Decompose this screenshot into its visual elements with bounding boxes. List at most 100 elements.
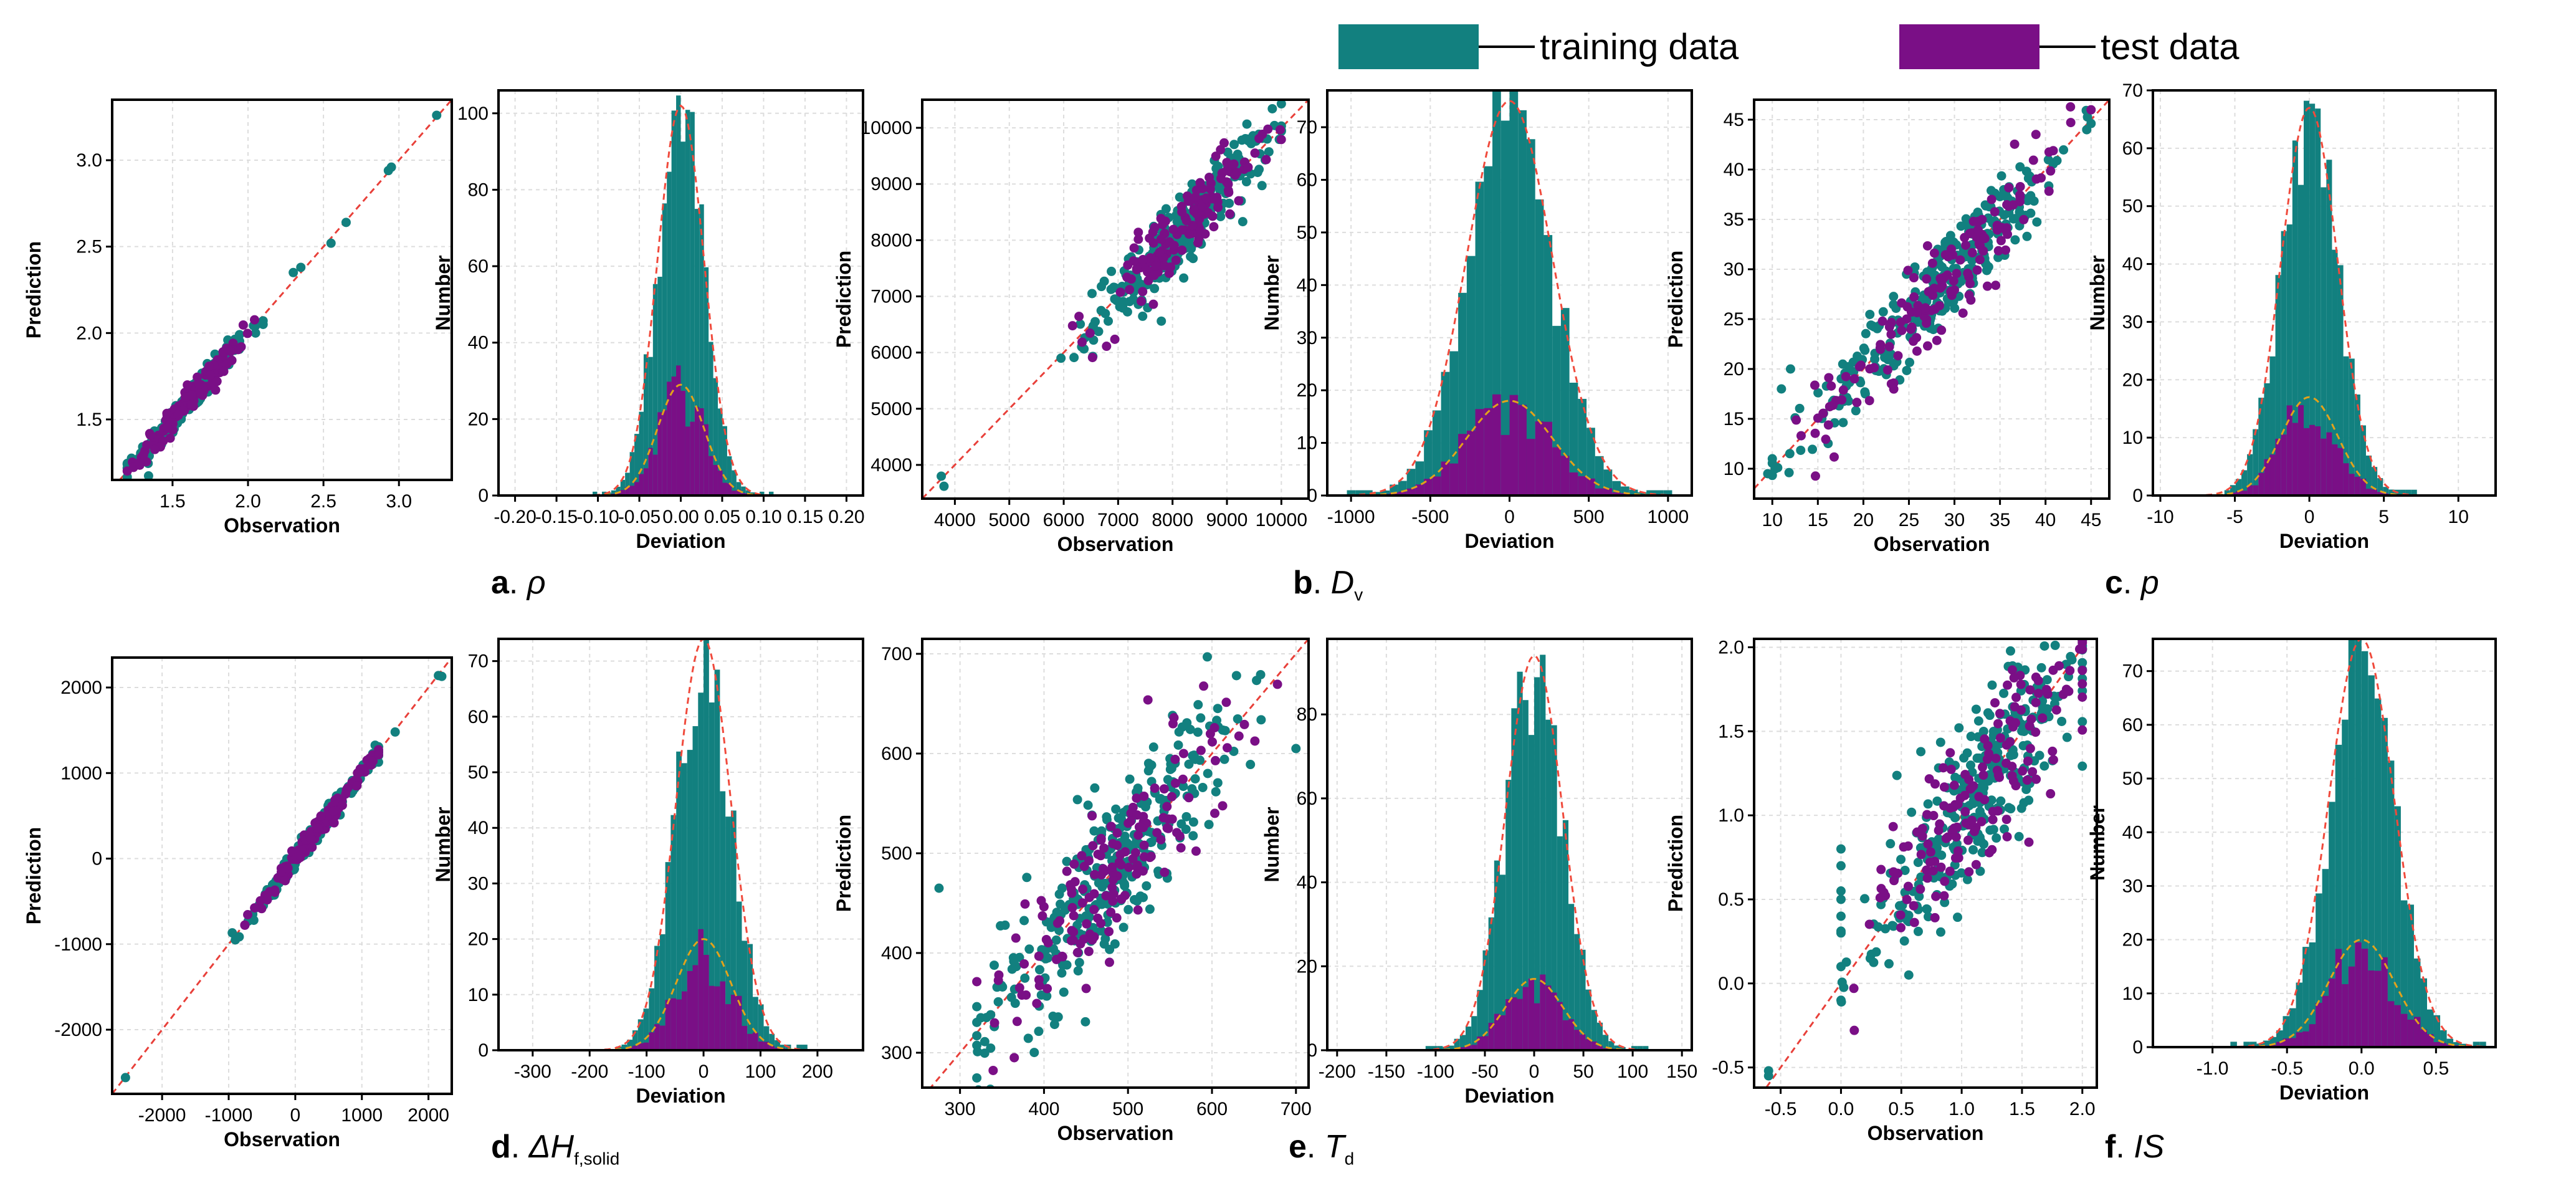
test-point xyxy=(2046,166,2056,176)
train-bar xyxy=(1540,654,1546,1050)
train-point xyxy=(1985,711,1995,721)
test-point xyxy=(173,409,183,419)
test-point xyxy=(1823,420,1833,430)
test-point xyxy=(183,380,193,390)
test-point xyxy=(2036,173,2046,183)
train-point xyxy=(980,1037,990,1046)
test-point xyxy=(280,876,290,886)
train-bar xyxy=(760,491,765,496)
train-point xyxy=(1142,881,1152,891)
train-point xyxy=(1237,135,1247,145)
train-bar xyxy=(2253,429,2259,496)
test-point xyxy=(1014,983,1024,993)
train-bar xyxy=(1437,1046,1443,1050)
x-tick-label: 0.5 xyxy=(2423,1058,2449,1079)
train-point xyxy=(1967,767,1977,777)
train-point xyxy=(1905,357,1915,367)
train-bar xyxy=(698,692,704,1050)
test-point xyxy=(2077,679,2087,689)
test-point xyxy=(354,768,364,778)
train-bar xyxy=(2269,356,2276,496)
train-point xyxy=(1074,957,1084,967)
train-bar xyxy=(2269,1037,2276,1047)
test-point xyxy=(1917,823,1927,833)
train-bar xyxy=(2247,454,2253,496)
train-bar xyxy=(714,669,720,1050)
train-point xyxy=(1935,737,1945,747)
train-bar xyxy=(753,997,758,1050)
train-point xyxy=(1114,813,1123,823)
train-bar xyxy=(1580,949,1586,1050)
test-point xyxy=(1960,807,1970,816)
test-bar xyxy=(2326,432,2332,496)
test-bar xyxy=(2348,966,2355,1047)
x-tick-label: -50 xyxy=(1471,1061,1498,1082)
train-point xyxy=(1865,309,1875,319)
test-point xyxy=(1966,783,1976,793)
y-tick-label: 1.0 xyxy=(1718,805,1744,826)
train-point xyxy=(1211,787,1221,797)
y-tick-label: 10 xyxy=(2122,428,2143,448)
test-point xyxy=(243,909,253,919)
train-bar xyxy=(593,491,598,496)
test-point xyxy=(1929,248,1939,258)
test-point xyxy=(990,1018,999,1028)
test-point xyxy=(2031,697,2041,707)
test-point xyxy=(2003,229,2013,239)
test-point xyxy=(1791,415,1801,425)
plot-frame xyxy=(921,638,1310,1089)
test-bar xyxy=(753,1032,758,1050)
train-point xyxy=(1241,177,1251,187)
train-bar xyxy=(1614,1045,1620,1050)
test-point xyxy=(2066,118,2076,128)
test-bar xyxy=(2275,438,2281,496)
x-tick-label: 8000 xyxy=(1152,510,1193,530)
train-point xyxy=(986,1085,995,1088)
train-bar xyxy=(643,354,649,496)
test-bar xyxy=(732,491,737,496)
train-point xyxy=(1886,839,1896,849)
test-point xyxy=(1896,910,1906,920)
test-point xyxy=(1945,748,1955,758)
test-point xyxy=(1201,193,1211,203)
y-axis-title: Prediction xyxy=(22,827,45,924)
test-point xyxy=(1950,285,1960,295)
test-point xyxy=(1254,133,1264,143)
train-point xyxy=(1174,727,1184,737)
test-point xyxy=(329,818,339,828)
train-point xyxy=(1181,825,1191,835)
test-point xyxy=(257,904,267,914)
train-point xyxy=(1193,700,1203,710)
test-point xyxy=(1209,723,1219,733)
test-point xyxy=(1019,959,1029,969)
b_scatter-data xyxy=(922,100,1309,499)
train-bar xyxy=(621,1044,627,1050)
train-point xyxy=(2016,803,2026,813)
test-point xyxy=(1222,158,1232,168)
train-point xyxy=(437,671,447,681)
test-point xyxy=(1897,298,1907,308)
test-point xyxy=(1899,842,1909,852)
plot-frame xyxy=(921,98,1310,500)
train-bar xyxy=(1425,1046,1431,1050)
test-point xyxy=(270,888,280,898)
test-bar xyxy=(714,986,720,1050)
test-bar xyxy=(2332,444,2338,496)
train-point xyxy=(1196,713,1206,723)
train-point xyxy=(1195,755,1205,765)
test-point xyxy=(1939,763,1949,773)
test-point xyxy=(328,806,338,816)
y-tick-label: 0 xyxy=(478,486,489,506)
train-point xyxy=(1213,704,1223,714)
train-point xyxy=(1904,970,1914,980)
test-point xyxy=(1995,709,2005,719)
test-point xyxy=(1084,946,1094,956)
train-point xyxy=(120,1073,130,1083)
test-point xyxy=(1068,935,1078,945)
test-bar xyxy=(1459,1047,1466,1050)
test-bar xyxy=(718,470,723,496)
test-point xyxy=(2031,673,2041,682)
y-axis-title: Number xyxy=(432,256,454,331)
test-point xyxy=(1888,821,1898,831)
y-tick-label: 20 xyxy=(2122,370,2143,390)
